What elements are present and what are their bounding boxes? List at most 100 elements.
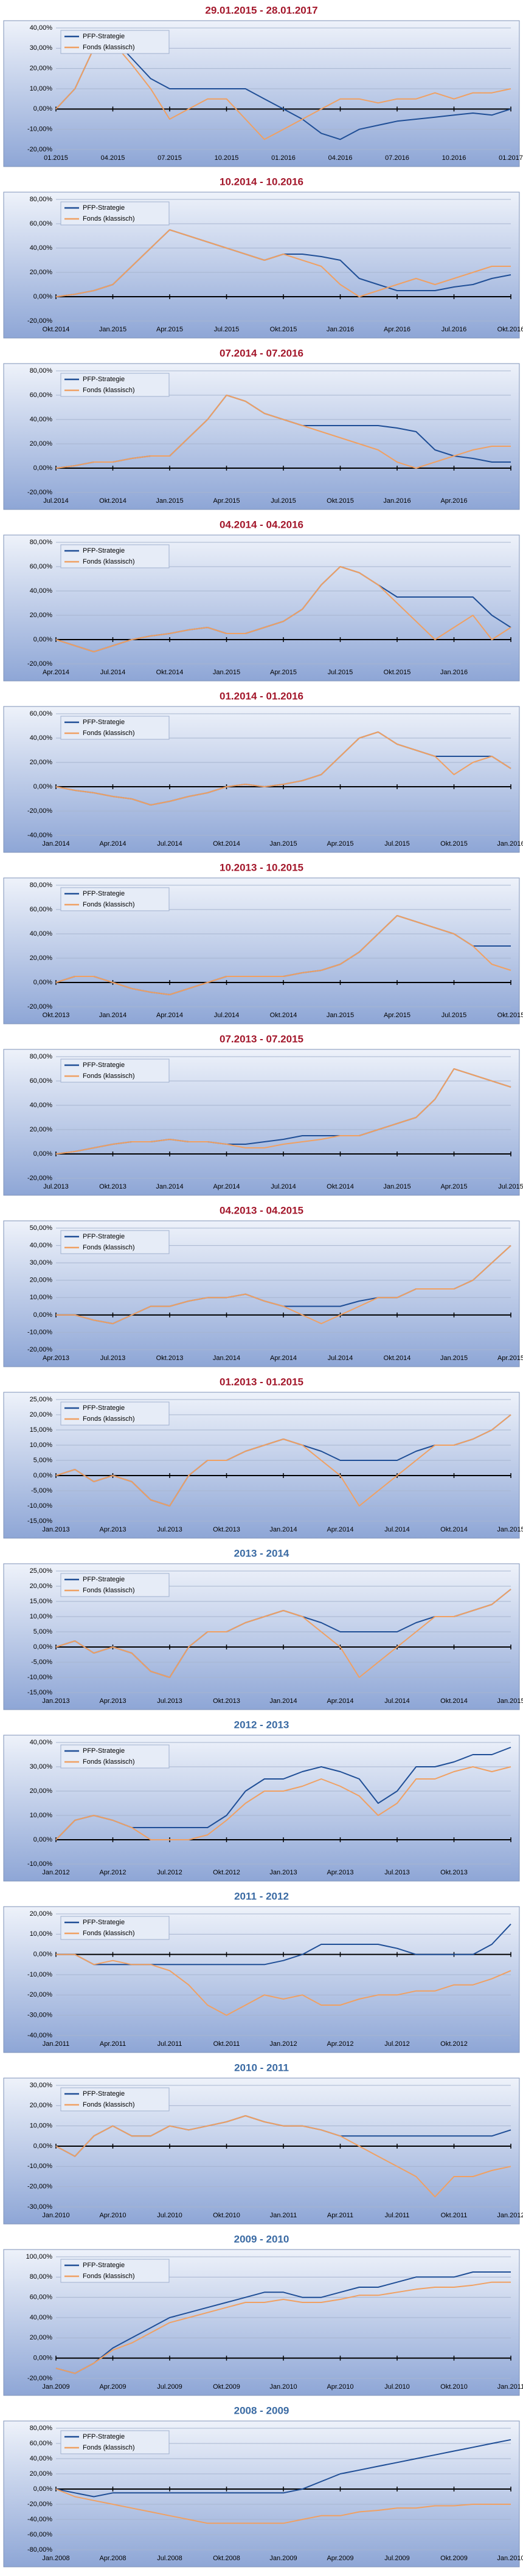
chart-title: 01.2014 - 01.2016 — [220, 690, 303, 702]
x-tick-label: Apr.2016 — [384, 326, 410, 333]
series-line — [55, 2271, 511, 2374]
y-tick-label: 0,00% — [33, 105, 52, 112]
x-tick-label: Apr.2008 — [99, 2555, 126, 2562]
y-tick-label: -20,00% — [27, 146, 52, 153]
x-tick-label: 01.2015 — [44, 154, 68, 162]
y-tick-label: -60,00% — [27, 2531, 52, 2538]
legend-label: PFP-Strategie — [83, 33, 125, 40]
y-tick-label: 20,00% — [30, 759, 53, 766]
x-tick-label: Jul.2012 — [157, 1869, 182, 1876]
x-tick-label: Jul.2013 — [157, 1697, 182, 1705]
chart-title: 2012 - 2013 — [234, 1719, 289, 1730]
legend-label: Fonds (klassisch) — [83, 901, 135, 908]
y-tick-label: -15,00% — [27, 1689, 52, 1696]
y-tick-label: 60,00% — [30, 906, 53, 913]
y-tick-label: 40,00% — [30, 2455, 53, 2462]
y-tick-label: 20,00% — [30, 2334, 53, 2341]
x-tick-label: Jul.2015 — [384, 840, 410, 848]
x-tick-label: Jul.2015 — [271, 497, 296, 505]
chart-title: 29.01.2015 - 28.01.2017 — [205, 4, 317, 16]
legend-label: Fonds (klassisch) — [83, 730, 135, 737]
y-tick-label: -5,00% — [31, 1659, 52, 1666]
y-tick-label: -10,00% — [27, 126, 52, 133]
x-tick-label: Okt.2012 — [213, 1869, 240, 1876]
x-tick-label: Okt.2009 — [213, 2383, 240, 2391]
x-tick-label: Okt.2011 — [213, 2040, 240, 2048]
x-tick-label: Okt.2014 — [43, 326, 70, 333]
chart-title: 04.2014 - 04.2016 — [220, 519, 303, 530]
legend-box — [60, 1401, 170, 1426]
x-tick-label: Jan.2011 — [270, 2212, 297, 2219]
x-tick-label: Jul.2009 — [157, 2383, 182, 2391]
chart-title: 01.2013 - 01.2015 — [220, 1376, 303, 1387]
y-tick-label: 60,00% — [30, 392, 53, 399]
y-tick-label: -20,00% — [27, 2375, 52, 2382]
legend-label: Fonds (klassisch) — [83, 2273, 135, 2280]
x-tick-label: Jul.2014 — [328, 1355, 353, 1362]
y-tick-label: 30,00% — [30, 1763, 53, 1770]
x-tick-label: Jan.2015 — [497, 1697, 523, 1705]
x-tick-label: Jan.2015 — [213, 669, 240, 676]
x-tick-label: Jan.2013 — [269, 1869, 297, 1876]
y-tick-label: 20,00% — [30, 2470, 53, 2478]
x-tick-label: Jan.2010 — [269, 2383, 297, 2391]
x-tick-label: Jul.2010 — [157, 2212, 182, 2219]
x-tick-label: Jan.2014 — [269, 1526, 297, 1533]
y-tick-label: 40,00% — [30, 930, 53, 938]
legend-label: Fonds (klassisch) — [83, 1930, 135, 1937]
series-line — [55, 2281, 511, 2374]
x-tick-label: Jul.2015 — [214, 326, 240, 333]
x-tick-label: 01.2017 — [499, 154, 523, 162]
x-tick-label: Jul.2013 — [100, 1355, 126, 1362]
legend-label: Fonds (klassisch) — [83, 1415, 135, 1423]
x-tick-label: Jan.2016 — [327, 326, 354, 333]
x-tick-label: Jul.2014 — [100, 669, 126, 676]
x-tick-label: Apr.2014 — [327, 1526, 353, 1533]
legend-box — [60, 2259, 170, 2283]
legend-label: Fonds (klassisch) — [83, 387, 135, 394]
y-tick-label: 0,00% — [33, 636, 52, 643]
y-tick-label: 20,00% — [30, 612, 53, 619]
series-line — [55, 1414, 511, 1507]
legend-label: PFP-Strategie — [83, 890, 125, 897]
y-tick-label: 80,00% — [30, 539, 53, 546]
y-tick-label: 20,00% — [30, 1411, 53, 1418]
x-tick-label: Okt.2013 — [213, 1697, 240, 1705]
y-tick-label: 0,00% — [33, 1643, 52, 1651]
x-tick-label: Jan.2010 — [497, 2555, 523, 2562]
series-line — [55, 1766, 511, 1840]
x-tick-label: Okt.2014 — [99, 497, 126, 505]
x-tick-label: Apr.2015 — [327, 840, 353, 848]
y-tick-label: 50,00% — [30, 1224, 53, 1232]
x-tick-label: 10.2015 — [215, 154, 239, 162]
legend-label: Fonds (klassisch) — [83, 1244, 135, 1251]
series-line — [55, 2439, 511, 2498]
x-tick-label: Jul.2010 — [384, 2383, 410, 2391]
legend-box — [60, 1573, 170, 1597]
x-tick-label: Okt.2015 — [440, 840, 468, 848]
y-tick-label: 40,00% — [30, 1241, 53, 1249]
x-tick-label: Jan.2014 — [156, 1183, 183, 1190]
x-tick-label: Okt.2015 — [270, 326, 297, 333]
x-tick-label: Apr.2010 — [99, 2212, 126, 2219]
x-tick-label: Jul.2014 — [271, 1183, 296, 1190]
x-tick-label: Jan.2013 — [42, 1697, 69, 1705]
y-tick-label: 0,00% — [33, 2143, 52, 2150]
y-tick-label: -30,00% — [27, 2012, 52, 2019]
y-tick-label: -20,00% — [27, 2183, 52, 2191]
y-tick-label: -10,00% — [27, 2163, 52, 2170]
x-tick-label: Apr.2013 — [327, 1869, 353, 1876]
y-tick-label: 60,00% — [30, 220, 53, 227]
y-tick-label: 40,00% — [30, 1739, 53, 1746]
y-tick-label: 5,00% — [33, 1628, 52, 1635]
x-tick-label: 07.2015 — [158, 154, 182, 162]
y-tick-label: 20,00% — [30, 1910, 53, 1918]
y-tick-label: -10,00% — [27, 1502, 52, 1510]
series-line — [55, 1589, 511, 1678]
x-tick-label: Jul.2015 — [498, 1183, 523, 1190]
x-tick-label: Jan.2016 — [440, 669, 468, 676]
legend-box — [60, 2087, 170, 2112]
x-tick-label: Apr.2013 — [43, 1355, 69, 1362]
y-tick-label: 40,00% — [30, 2314, 53, 2321]
legend-label: Fonds (klassisch) — [83, 558, 135, 565]
